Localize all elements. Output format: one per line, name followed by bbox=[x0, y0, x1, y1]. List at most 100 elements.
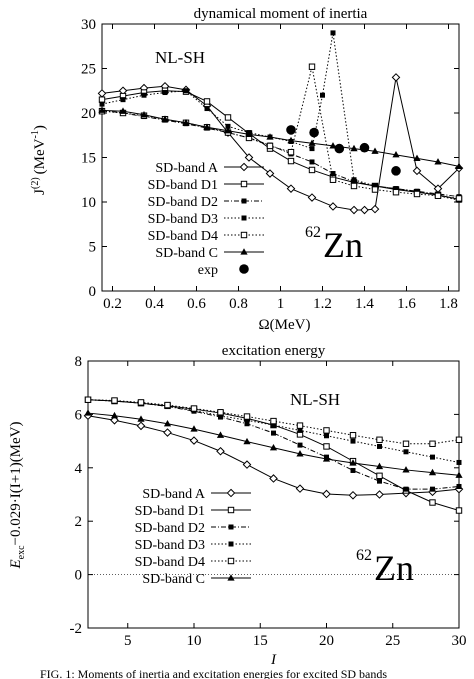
data-point bbox=[349, 205, 359, 215]
x-axis-label: I bbox=[270, 652, 277, 668]
data-point bbox=[269, 474, 278, 483]
nucleus-mass-number: 62 bbox=[305, 224, 321, 241]
data-point bbox=[296, 450, 304, 457]
legend-swatch-marker bbox=[226, 488, 236, 498]
y-tick-label: 20 bbox=[81, 106, 96, 122]
data-point bbox=[286, 125, 296, 135]
data-point bbox=[269, 443, 278, 451]
data-point bbox=[245, 130, 253, 137]
legend-swatch-marker bbox=[241, 215, 247, 221]
data-point bbox=[403, 486, 409, 492]
x-axis-label: Ω(MeV) bbox=[259, 317, 311, 333]
data-point bbox=[189, 436, 199, 445]
legend-swatch-marker bbox=[227, 506, 235, 514]
data-point bbox=[370, 204, 380, 214]
chart-panel-2: excitation energy 5 10 15 20 25 30 -2 0 2 4 6 8 SD-ba… bbox=[8, 343, 467, 668]
data-point bbox=[348, 490, 358, 500]
figure-caption: FIG. 1: Moments of inertia and excitatio… bbox=[40, 667, 387, 679]
data-point bbox=[393, 186, 399, 192]
data-point bbox=[308, 63, 316, 70]
x-tick-label: 1.8 bbox=[439, 296, 458, 312]
legend-entry-label: SD-band D1 bbox=[148, 178, 218, 193]
data-point bbox=[297, 442, 303, 448]
data-point bbox=[349, 432, 357, 439]
data-point bbox=[430, 486, 435, 492]
nucleus-mass-number: 62 bbox=[356, 547, 372, 564]
data-point bbox=[162, 90, 168, 96]
data-point bbox=[456, 483, 462, 489]
data-point bbox=[110, 415, 119, 425]
data-point bbox=[204, 106, 210, 112]
data-point bbox=[434, 158, 442, 165]
data-point bbox=[309, 146, 315, 152]
series-sd-band-c bbox=[84, 409, 463, 478]
x-tick-label: 15 bbox=[253, 633, 268, 649]
data-point bbox=[328, 202, 338, 211]
legend-swatch-marker bbox=[227, 557, 235, 565]
x-tick-label: 30 bbox=[452, 633, 467, 649]
data-point bbox=[413, 190, 421, 198]
x-tick-label: 0.2 bbox=[103, 296, 122, 312]
legend-swatch-marker bbox=[240, 180, 248, 188]
data-point bbox=[224, 127, 232, 134]
data-point bbox=[270, 417, 277, 425]
data-point bbox=[413, 154, 421, 161]
data-point bbox=[140, 110, 148, 118]
data-point bbox=[323, 443, 330, 450]
legend-entry-label: exp bbox=[198, 263, 218, 278]
legend-swatch-marker bbox=[228, 524, 234, 530]
data-point bbox=[137, 415, 145, 422]
data-point bbox=[243, 413, 251, 420]
x-tick-label: 5 bbox=[124, 633, 132, 649]
nucleus-symbol: Zn bbox=[323, 225, 363, 265]
legend-swatch-marker bbox=[240, 248, 248, 255]
legend-entry-label: SD-band D1 bbox=[135, 504, 205, 519]
data-point bbox=[136, 421, 146, 431]
data-point bbox=[190, 425, 198, 432]
data-point bbox=[392, 151, 400, 158]
annotation-label: NL-SH bbox=[290, 390, 340, 409]
y-tick-label: 4 bbox=[75, 461, 83, 477]
legend-swatch-marker bbox=[241, 198, 247, 204]
data-point bbox=[322, 489, 331, 499]
y-tick-label: 0 bbox=[75, 568, 83, 584]
data-point bbox=[428, 468, 437, 476]
legend-swatch-marker bbox=[239, 264, 249, 274]
data-point bbox=[287, 148, 295, 156]
data-point bbox=[371, 186, 379, 193]
y-axis-label: Eexc−0.029·I(I+1)(MeV) bbox=[8, 421, 27, 569]
data-point bbox=[334, 143, 345, 154]
data-point bbox=[350, 438, 356, 444]
data-point bbox=[376, 436, 383, 443]
data-point bbox=[403, 449, 409, 455]
data-point bbox=[320, 92, 325, 98]
data-point bbox=[216, 446, 225, 456]
data-point bbox=[244, 417, 250, 423]
legend: SD-band A SD-band D1 SD-band D2 SD-band D3 S… bbox=[148, 161, 264, 278]
data-point bbox=[330, 30, 336, 36]
x-tick-label: 0.8 bbox=[229, 296, 248, 312]
legend-swatch-marker bbox=[239, 162, 249, 172]
data-point bbox=[243, 437, 251, 445]
legend-entry-label: SD-band D4 bbox=[148, 229, 218, 244]
data-point bbox=[391, 73, 401, 82]
data-point bbox=[455, 471, 463, 478]
data-point bbox=[141, 92, 147, 98]
data-point bbox=[359, 142, 370, 153]
data-point bbox=[97, 89, 107, 98]
plot-frame bbox=[87, 360, 460, 629]
legend-entry-label: SD-band D2 bbox=[148, 195, 218, 210]
data-point bbox=[271, 422, 276, 428]
data-point bbox=[350, 182, 358, 190]
y-tick-label: 10 bbox=[81, 195, 96, 211]
data-point bbox=[324, 433, 329, 439]
series-sd-band-a bbox=[83, 411, 464, 500]
x-tick-label: 20 bbox=[319, 633, 334, 649]
data-point bbox=[271, 430, 276, 436]
data-point bbox=[308, 139, 316, 146]
data-point bbox=[266, 133, 274, 140]
x-tick-label: 1 bbox=[277, 296, 285, 312]
x-tick-label: 1.2 bbox=[313, 296, 332, 312]
chart-title: excitation energy bbox=[222, 343, 326, 359]
data-point bbox=[412, 166, 422, 176]
